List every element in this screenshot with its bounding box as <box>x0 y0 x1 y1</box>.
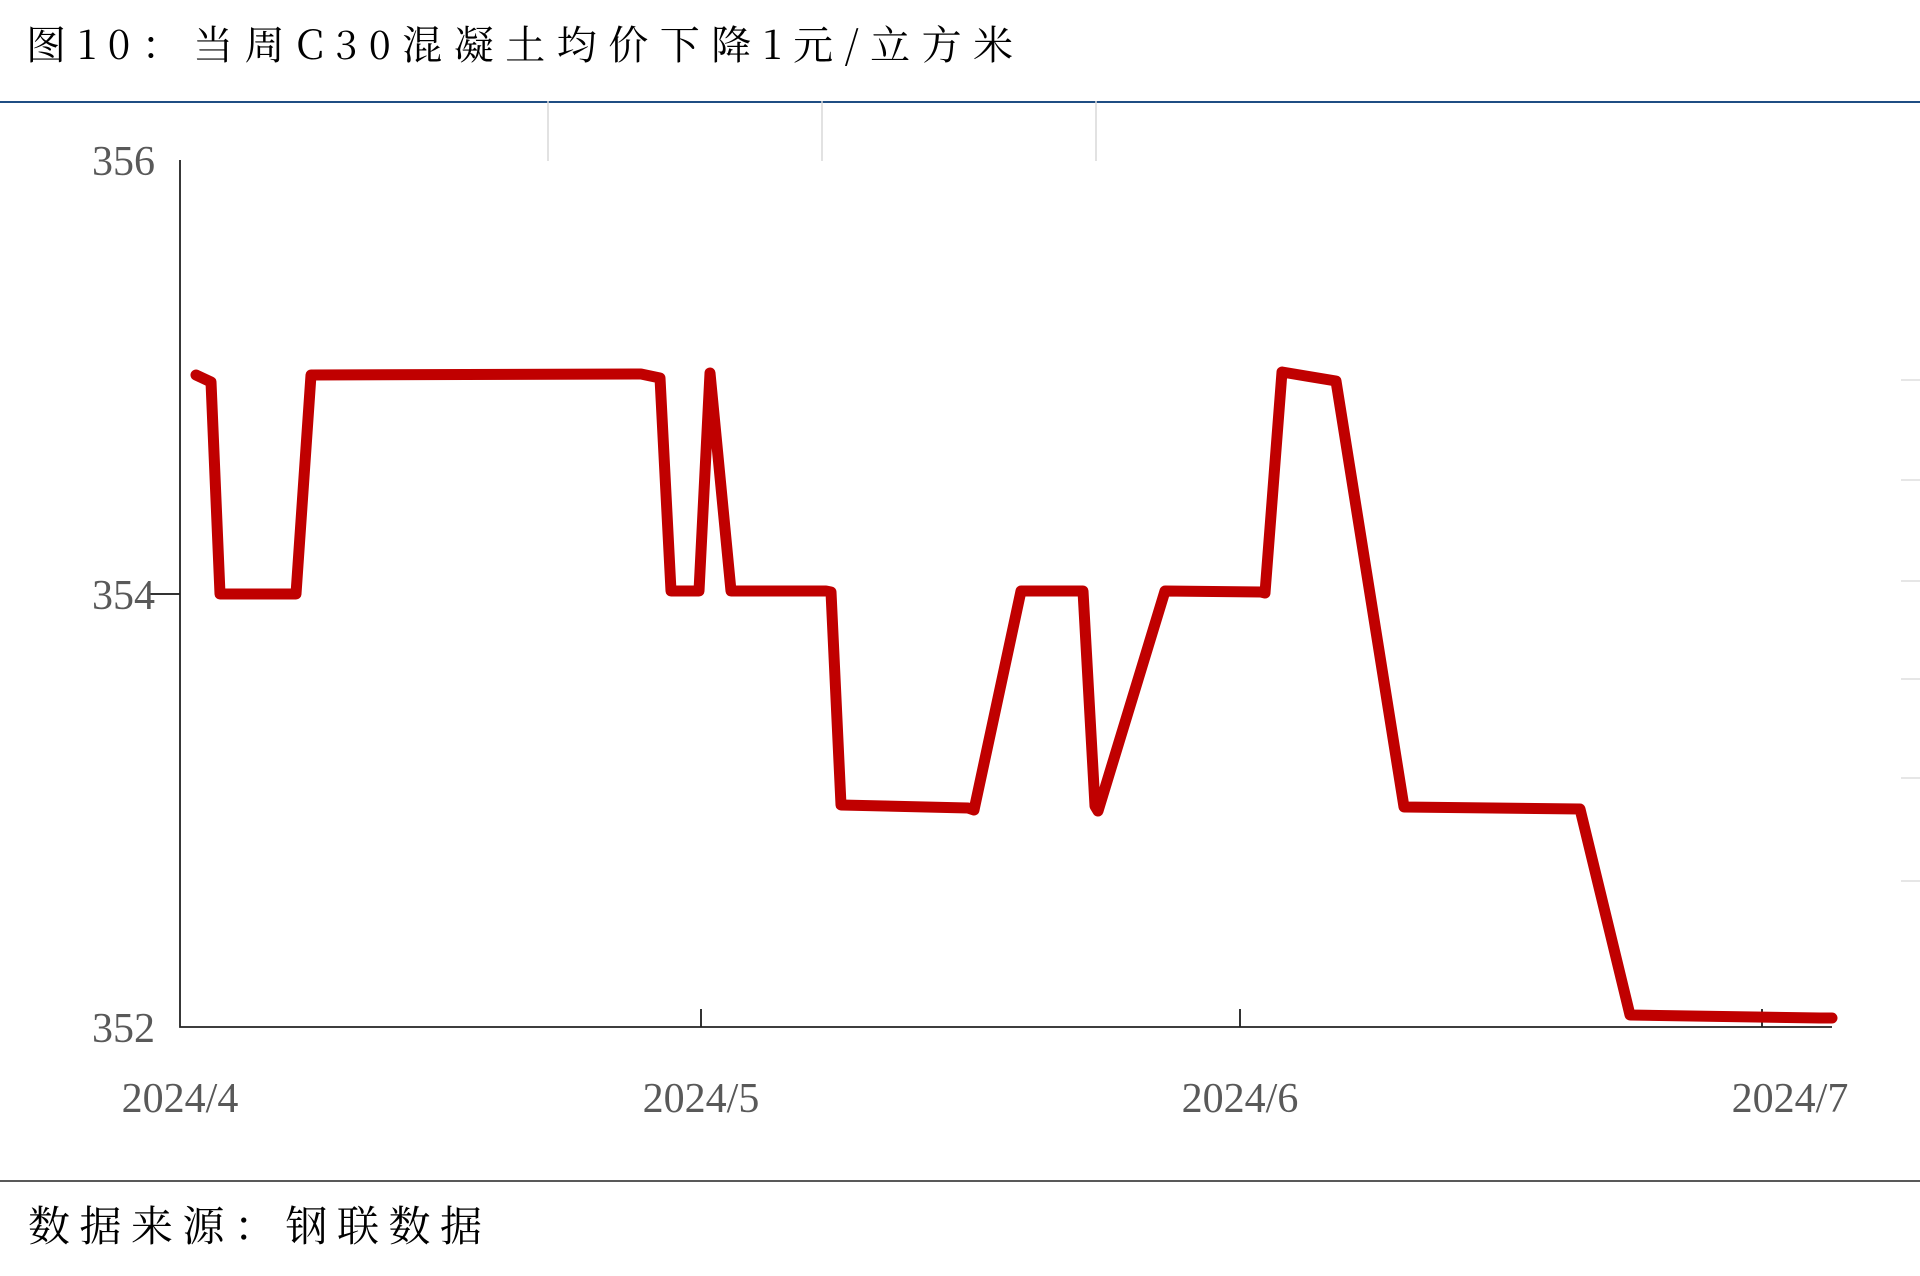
svg-text:2024/6: 2024/6 <box>1182 1076 1299 1122</box>
svg-text:354: 354 <box>92 573 155 619</box>
svg-text:2024/4: 2024/4 <box>122 1076 239 1122</box>
svg-text:2024/7: 2024/7 <box>1732 1076 1849 1122</box>
svg-text:2024/5: 2024/5 <box>643 1076 760 1122</box>
svg-text:356: 356 <box>92 139 155 185</box>
svg-text:352: 352 <box>92 1006 155 1052</box>
